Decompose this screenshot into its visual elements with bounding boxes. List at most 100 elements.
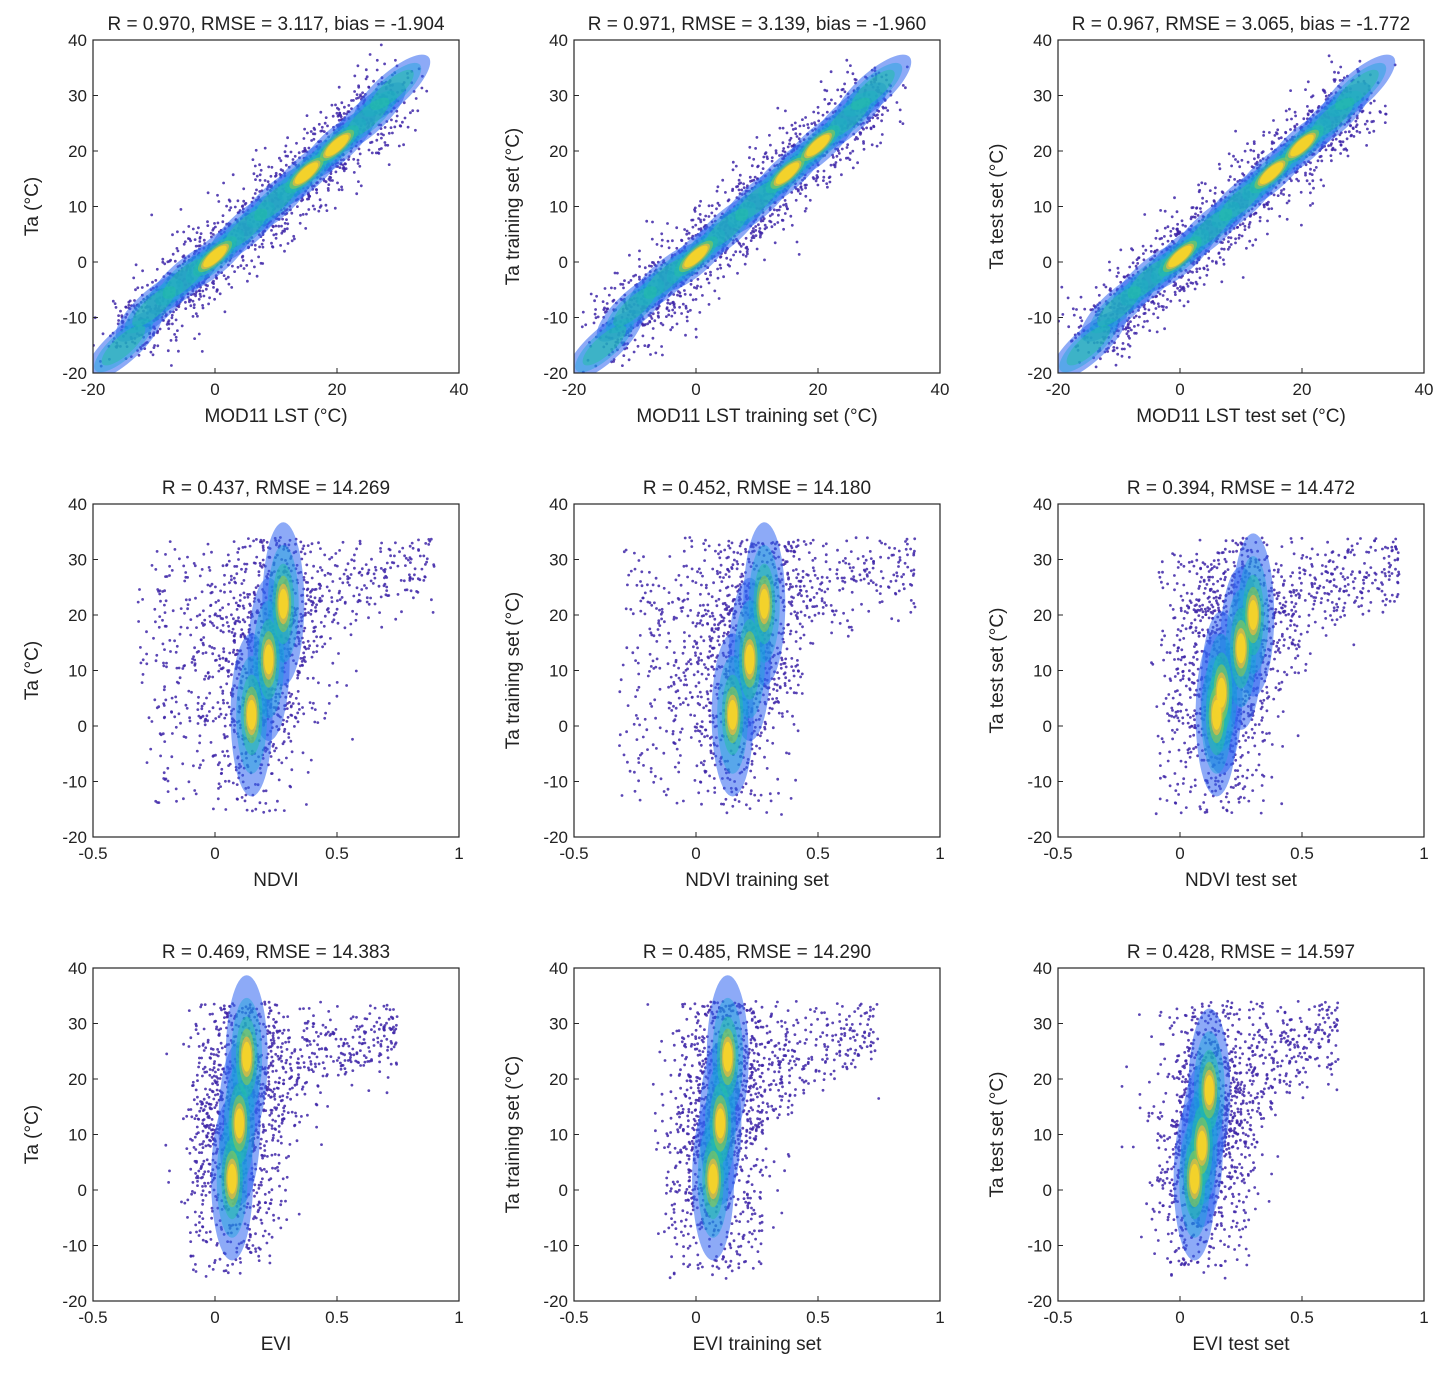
data-point xyxy=(380,541,383,545)
data-point xyxy=(612,298,616,302)
data-point xyxy=(359,93,362,97)
data-point xyxy=(754,229,758,232)
data-point xyxy=(1247,223,1251,226)
data-point xyxy=(1129,320,1132,323)
data-point xyxy=(761,160,765,164)
data-point xyxy=(379,43,383,47)
data-point xyxy=(789,214,793,218)
data-point xyxy=(734,250,738,254)
data-point xyxy=(241,254,245,258)
data-point xyxy=(286,242,290,245)
data-point xyxy=(602,308,606,311)
data-point xyxy=(816,105,820,109)
data-point xyxy=(822,175,826,179)
data-point xyxy=(405,588,409,592)
data-point xyxy=(296,205,299,209)
data-point xyxy=(171,233,174,237)
data-point xyxy=(1126,329,1130,333)
data-point xyxy=(686,310,690,313)
data-point xyxy=(633,338,637,342)
data-point xyxy=(833,163,837,167)
data-point xyxy=(1347,130,1351,134)
data-point xyxy=(218,608,222,612)
data-point xyxy=(1071,307,1075,311)
data-point xyxy=(244,567,248,571)
data-point xyxy=(1214,186,1217,190)
data-point xyxy=(187,689,191,693)
data-point xyxy=(1246,142,1249,146)
data-point xyxy=(193,662,197,666)
data-point xyxy=(687,237,691,240)
data-point xyxy=(217,715,221,719)
data-point xyxy=(1141,244,1145,248)
data-point xyxy=(1126,323,1130,327)
data-point xyxy=(752,178,756,182)
data-point xyxy=(1258,219,1262,223)
data-point xyxy=(632,350,636,354)
data-point xyxy=(1366,127,1369,131)
data-point xyxy=(285,218,288,222)
data-point xyxy=(170,316,174,320)
data-point xyxy=(638,265,641,268)
data-point xyxy=(636,344,640,348)
data-point xyxy=(175,247,179,250)
data-point xyxy=(621,364,624,367)
data-point xyxy=(1383,121,1387,124)
data-point xyxy=(687,231,691,235)
data-point xyxy=(219,785,223,788)
data-point xyxy=(352,99,355,102)
data-point xyxy=(671,308,675,312)
data-point xyxy=(877,109,881,113)
data-point xyxy=(409,111,412,115)
data-point xyxy=(716,201,720,205)
data-point xyxy=(179,208,183,211)
data-point xyxy=(393,125,397,129)
data-point xyxy=(816,111,820,115)
data-point xyxy=(136,286,140,290)
data-point xyxy=(357,593,361,597)
data-point xyxy=(1256,155,1260,159)
data-point xyxy=(1262,134,1265,137)
data-point xyxy=(804,207,808,210)
data-point xyxy=(603,310,607,314)
data-point xyxy=(383,62,386,66)
data-point xyxy=(637,257,641,261)
data-point xyxy=(1166,239,1170,243)
data-point xyxy=(208,296,212,300)
data-point xyxy=(1322,184,1325,188)
data-point xyxy=(1267,207,1271,211)
data-point xyxy=(1217,252,1221,255)
data-point xyxy=(385,589,389,592)
data-point xyxy=(784,109,787,113)
data-point xyxy=(1212,199,1216,203)
data-point xyxy=(199,295,203,298)
data-point xyxy=(634,273,637,277)
data-point xyxy=(215,277,219,280)
data-point xyxy=(1306,80,1310,84)
data-point xyxy=(313,596,317,600)
data-point xyxy=(781,141,785,145)
data-point xyxy=(383,141,387,144)
data-point xyxy=(825,182,829,186)
data-point xyxy=(1276,194,1280,198)
data-point xyxy=(193,337,197,340)
data-point xyxy=(1202,283,1206,286)
data-point xyxy=(394,541,397,545)
data-point xyxy=(145,630,148,634)
data-point xyxy=(816,170,820,173)
data-point xyxy=(338,111,342,115)
data-point xyxy=(659,255,662,259)
data-point xyxy=(317,209,321,213)
data-point xyxy=(601,300,605,303)
data-point xyxy=(1136,262,1140,265)
data-point xyxy=(737,188,741,192)
data-point xyxy=(1323,89,1326,93)
data-point xyxy=(270,241,273,245)
data-point xyxy=(279,159,283,163)
data-point xyxy=(795,240,799,244)
data-point xyxy=(274,171,278,175)
data-point xyxy=(283,227,287,231)
data-point xyxy=(895,101,899,104)
data-point xyxy=(584,323,588,327)
data-point xyxy=(367,568,371,572)
